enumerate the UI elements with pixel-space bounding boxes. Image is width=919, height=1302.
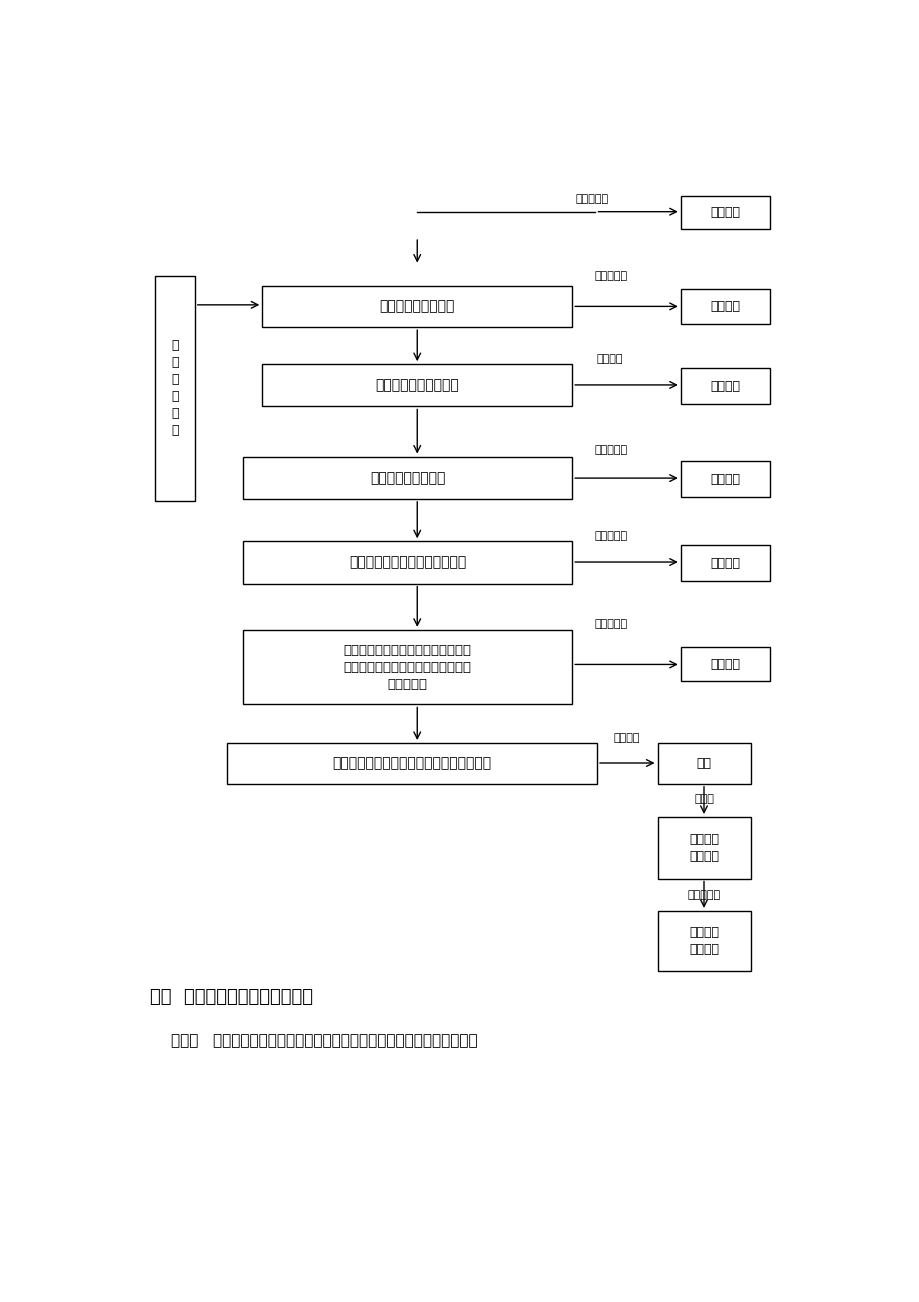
Text: 停工整改: 停工整改 [709,473,740,486]
Text: 现场施工安全设施是否同步落实: 现场施工安全设施是否同步落实 [348,556,466,569]
Text: 存在隐患: 存在隐患 [613,733,639,742]
Text: 停工整改: 停工整改 [709,557,740,570]
Text: （一）   安全控制目标值：满足国家现行有关工程安全的规范、标准要求。: （一） 安全控制目标值：满足国家现行有关工程安全的规范、标准要求。 [171,1032,477,1048]
Text: 不停工整改: 不停工整改 [686,891,720,901]
Text: 停工整改: 停工整改 [709,299,740,312]
Text: 不符合要求: 不符合要求 [594,531,627,540]
Bar [657,816,750,879]
Bar [680,546,769,581]
Bar [680,289,769,324]
Text: 停工整改: 停工整改 [709,206,740,219]
Text: 存在隐患: 存在隐患 [596,354,622,363]
Text: 现场巡查安全工作的落实情况发现安全隐患: 现场巡查安全工作的落实情况发现安全隐患 [333,756,492,771]
Text: 报告安全
主管部门: 报告安全 主管部门 [688,926,719,956]
Text: 施工工序安全性检查: 施工工序安全性检查 [369,471,445,484]
Bar [227,743,596,784]
Bar [657,911,750,971]
Text: 三、  安全控制控制要点及目标值: 三、 安全控制控制要点及目标值 [150,988,312,1006]
Bar [243,542,572,583]
Text: 现场用电安全性检查: 现场用电安全性检查 [380,299,454,314]
Text: 检查监督施工过程中的承包方安全教
育和培训工作及分部分项施工前的安
全交底情况: 检查监督施工过程中的承包方安全教 育和培训工作及分部分项施工前的安 全交底情况 [343,643,471,690]
Bar [680,461,769,497]
Text: 停工整改: 停工整改 [709,658,740,671]
Bar [243,630,572,704]
Bar [680,647,769,681]
Text: 不合格: 不合格 [693,794,713,805]
Bar [680,368,769,404]
Text: 不符合要求: 不符合要求 [594,620,627,629]
Text: 停工整改: 停工整改 [709,380,740,393]
Text: 整改: 整改 [696,756,710,769]
Bar [657,743,750,784]
Bar [262,285,572,327]
Text: 不符合要求: 不符合要求 [574,194,607,203]
Text: 不符合要求: 不符合要求 [594,271,627,281]
Text: 现场场地安全隐患检查: 现场场地安全隐患检查 [375,379,459,392]
Bar [262,365,572,406]
Bar [680,197,769,229]
Text: 不符合要求: 不符合要求 [594,445,627,456]
Text: 施
工
过
程
阶
段: 施 工 过 程 阶 段 [171,340,178,437]
Bar [243,457,572,499]
Bar [155,276,195,501]
Text: 停工整改
及报业主: 停工整改 及报业主 [688,833,719,863]
